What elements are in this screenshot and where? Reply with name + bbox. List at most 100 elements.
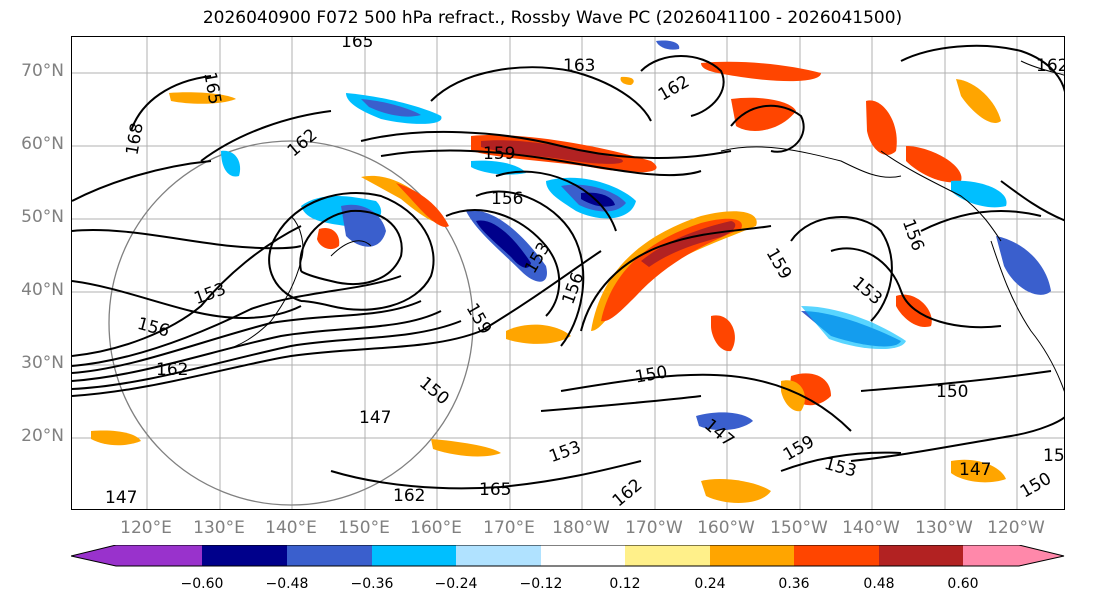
positive-anomaly-patch	[701, 479, 771, 503]
contour-label: 162	[284, 125, 322, 161]
negative-anomaly-patch	[221, 150, 241, 177]
positive-anomaly-patch	[711, 315, 735, 352]
map-canvas: 165 165 168 163 162 162 162 159 156 153 …	[72, 37, 1065, 510]
lat-label-40n: 40°N	[21, 280, 64, 300]
positive-anomaly-patch	[701, 61, 821, 82]
positive-anomaly-patch	[91, 430, 141, 446]
lat-label-50n: 50°N	[21, 207, 64, 227]
positive-anomaly-patch	[169, 92, 236, 104]
negative-anomaly-patch	[656, 40, 680, 50]
contour-label: 147	[959, 460, 991, 480]
negative-anomaly-patch	[341, 204, 386, 247]
colorbar-tick-label: 0.36	[778, 576, 810, 592]
negative-anomaly-patch	[476, 220, 531, 268]
negative-anomaly-patch	[361, 99, 421, 117]
lon-label-180w: 180°W	[552, 518, 610, 538]
lon-label-160e: 160°E	[410, 518, 462, 538]
negative-anomaly-patch	[996, 236, 1051, 295]
contour-label: 165	[341, 37, 373, 52]
colorbar-segment	[202, 545, 287, 566]
contour-label: 153	[848, 273, 886, 309]
contour-label: 156	[135, 314, 172, 342]
contour-label: 147	[359, 408, 391, 428]
positive-anomaly-patch	[896, 294, 932, 327]
positive-anomaly-patch	[951, 459, 1006, 483]
contour-label: 153	[1043, 446, 1065, 466]
contour-label: 153	[546, 437, 583, 467]
refractivity-anomaly-shading	[91, 40, 1051, 503]
positive-anomaly-patch	[506, 324, 571, 344]
contour-label: 156	[491, 189, 523, 209]
lat-label-30n: 30°N	[21, 353, 64, 373]
lat-label-60n: 60°N	[21, 134, 64, 154]
contour-label: 156	[898, 216, 928, 253]
lon-label-120w: 120°W	[987, 518, 1045, 538]
coastlines	[220, 60, 1064, 392]
negative-anomaly-patch	[801, 306, 906, 350]
lon-label-150e: 150°E	[338, 518, 390, 538]
colorbar-segment	[794, 545, 879, 566]
lon-label-130w: 130°W	[915, 518, 973, 538]
positive-anomaly-patch	[431, 439, 501, 457]
negative-anomaly-patch	[696, 412, 753, 431]
negative-anomaly-patch	[581, 192, 615, 207]
lat-label-70n: 70°N	[21, 61, 64, 81]
contour-label: 159	[483, 144, 515, 164]
negative-anomaly-patch	[471, 160, 526, 175]
positive-anomaly-patch	[591, 211, 757, 331]
positive-anomaly-patch	[956, 79, 1001, 123]
positive-anomaly-patch	[396, 183, 449, 227]
negative-anomaly-patch	[951, 180, 1007, 208]
colorbar-tick-label: −0.12	[519, 576, 563, 592]
lat-label-20n: 20°N	[21, 426, 64, 446]
colorbar-tick-label: 0.24	[694, 576, 726, 592]
contour-label: 150	[415, 373, 453, 409]
lon-label-170e: 170°E	[483, 518, 535, 538]
colorbar-tick-label: 0.12	[609, 576, 641, 592]
contour-label: 162	[1036, 56, 1065, 76]
colorbar-segment	[625, 545, 710, 566]
colorbar-segment	[71, 545, 202, 566]
colorbar-tick-label: 0.60	[947, 576, 979, 592]
map-panel: 165 165 168 163 162 162 162 159 156 153 …	[71, 36, 1065, 510]
contour-label: 162	[156, 360, 188, 380]
contour-label: 162	[393, 486, 425, 506]
contour-label: 162	[609, 475, 647, 510]
contour-label: 150	[634, 362, 669, 387]
colorbar-segment	[879, 545, 963, 566]
positive-anomaly-patch	[781, 380, 805, 412]
geopotential-contours	[72, 44, 1064, 490]
positive-anomaly-patch	[731, 97, 796, 131]
contour-label: 150	[936, 382, 968, 402]
positive-anomaly-patch	[481, 140, 623, 164]
colorbar-segment	[710, 545, 794, 566]
figure-title: 2026040900 F072 500 hPa refract., Rossby…	[202, 8, 903, 28]
positive-anomaly-patch	[620, 76, 634, 85]
lon-label-160w: 160°W	[697, 518, 755, 538]
contour-label: 153	[191, 279, 228, 309]
positive-anomaly-patch	[601, 218, 742, 322]
colorbar	[71, 545, 1065, 567]
colorbar-segment	[963, 545, 1064, 566]
contour-labels: 165 165 168 163 162 162 162 159 156 153 …	[105, 37, 1065, 510]
lon-label-170w: 170°W	[625, 518, 683, 538]
lon-label-130e: 130°E	[193, 518, 245, 538]
colorbar-segment	[372, 545, 456, 566]
contour-label: 159	[462, 300, 496, 338]
contour-label: 168	[122, 121, 147, 156]
colorbar-tick-label: 0.48	[863, 576, 895, 592]
contour-label: 150	[1017, 469, 1055, 503]
positive-anomaly-patch	[866, 100, 897, 155]
contour-label: 163	[563, 56, 595, 76]
contour-label: 159	[762, 245, 796, 283]
colorbar-tick-label: −0.24	[434, 576, 478, 592]
lon-label-150w: 150°W	[770, 518, 828, 538]
colorbar-segment	[541, 545, 625, 566]
lon-label-120e: 120°E	[120, 518, 172, 538]
colorbar-segment	[287, 545, 372, 566]
contour-label: 162	[655, 72, 693, 106]
contour-label: 165	[479, 480, 511, 500]
colorbar-tick-label: −0.48	[265, 576, 309, 592]
positive-anomaly-patch	[317, 227, 340, 250]
colorbar-tick-label: −0.60	[180, 576, 224, 592]
